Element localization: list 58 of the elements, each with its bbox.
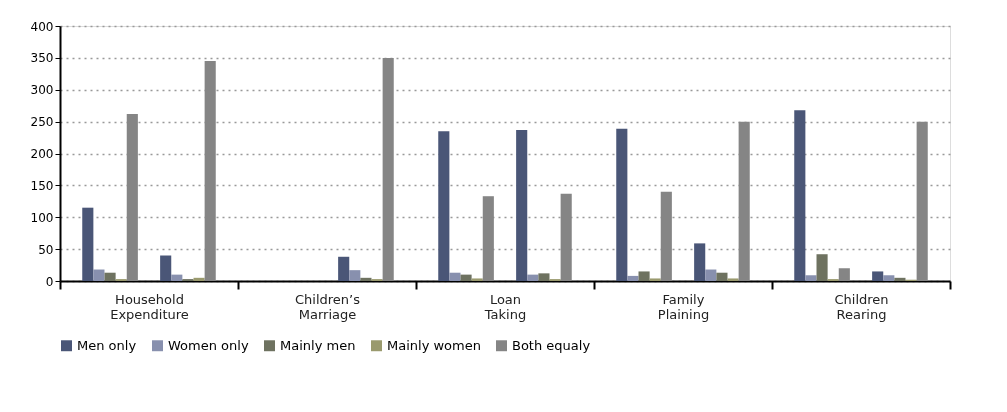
bar xyxy=(716,272,728,281)
bar xyxy=(794,110,806,281)
bar xyxy=(126,113,138,281)
bar xyxy=(649,278,661,281)
y-tick-label: 200 xyxy=(30,147,54,161)
bar xyxy=(694,243,706,281)
bar xyxy=(360,277,372,281)
x-tick-label: Children’s Marriage xyxy=(295,291,361,322)
bar xyxy=(482,196,494,281)
y-tick-label: 300 xyxy=(30,83,54,98)
bar xyxy=(894,277,906,281)
bar xyxy=(349,270,361,281)
bar xyxy=(705,269,717,281)
bar xyxy=(872,271,884,281)
bar xyxy=(538,273,550,281)
bar xyxy=(438,131,450,281)
bar xyxy=(527,274,539,281)
bar xyxy=(204,61,216,281)
bar xyxy=(838,268,850,281)
legend-label: Men only xyxy=(77,337,137,353)
bar xyxy=(627,275,639,281)
legend-label: Women only xyxy=(168,337,249,353)
bar xyxy=(171,274,183,281)
bar xyxy=(816,254,828,281)
y-tick-label: 0 xyxy=(45,274,54,289)
bar xyxy=(382,57,394,281)
y-tick-label: 350 xyxy=(30,51,54,66)
bar xyxy=(738,121,750,281)
bar xyxy=(460,274,472,281)
legend-label: Mainly men xyxy=(280,337,356,353)
x-tick-label: Loan Taking xyxy=(483,291,527,322)
bar xyxy=(338,256,350,281)
bar xyxy=(805,275,817,281)
bar xyxy=(638,271,650,281)
x-tick-label: Household Expenditure xyxy=(110,291,189,322)
x-tick-label: Family Plaining xyxy=(657,291,710,322)
bar xyxy=(727,278,739,281)
legend-label: Both equaly xyxy=(512,337,591,353)
y-tick-label: 50 xyxy=(38,242,54,257)
y-tick-label: 150 xyxy=(30,178,54,193)
bar xyxy=(616,128,628,281)
y-tick-label: 100 xyxy=(30,210,54,225)
bar xyxy=(471,278,483,281)
legend-label: Mainly women xyxy=(387,337,481,353)
bar xyxy=(516,129,528,281)
bar xyxy=(160,255,172,281)
bar xyxy=(449,272,461,281)
bar xyxy=(82,207,94,281)
bar xyxy=(560,193,572,281)
y-tick-label: 400 xyxy=(30,19,54,34)
bar xyxy=(883,275,895,281)
y-tick-label: 250 xyxy=(30,115,54,130)
bar xyxy=(660,191,672,281)
bar xyxy=(916,121,928,281)
x-tick-label: Children Rearing xyxy=(834,291,889,322)
bar xyxy=(93,269,105,281)
bar xyxy=(193,277,205,281)
bar xyxy=(104,272,116,281)
